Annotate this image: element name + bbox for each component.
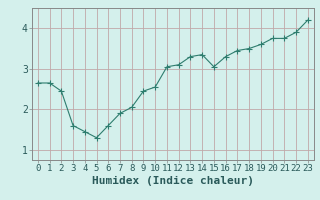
X-axis label: Humidex (Indice chaleur): Humidex (Indice chaleur) (92, 176, 254, 186)
